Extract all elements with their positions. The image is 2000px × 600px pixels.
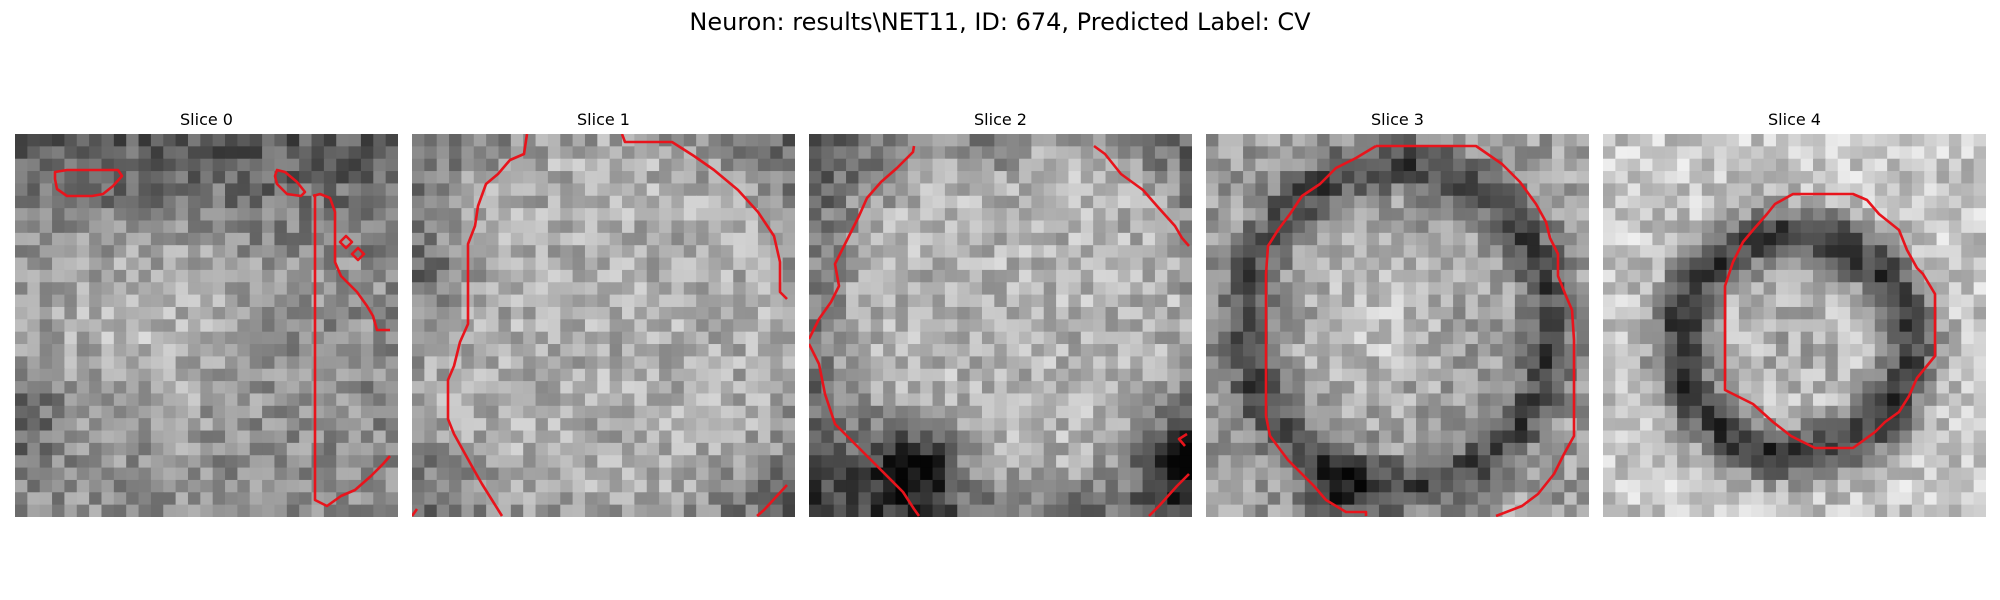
pixel-grid [1206, 134, 1589, 517]
slice-panel-3: Slice 3 [1206, 108, 1589, 517]
segmentation-contour [1177, 432, 1188, 447]
segmentation-contour [1723, 192, 1937, 450]
segmentation-contour [53, 168, 124, 198]
slice-image [1603, 134, 1986, 517]
segmentation-contour [1148, 473, 1190, 517]
segmentation-contour [273, 168, 307, 198]
slice-panel-0: Slice 0 [15, 108, 398, 517]
pixel-grid [412, 134, 795, 517]
segmentation-contour [809, 343, 921, 517]
slice-image [15, 134, 398, 517]
slice-title: Slice 4 [1768, 110, 1821, 129]
segmentation-contour [756, 484, 788, 517]
slice-title: Slice 2 [974, 110, 1027, 129]
slice-panel-2: Slice 2 [809, 108, 1192, 517]
pixel-grid [15, 134, 398, 517]
segmentation-contour [1264, 144, 1377, 516]
segmentation-contour [1376, 144, 1576, 517]
segmentation-contour [350, 246, 366, 262]
slice-image [1206, 134, 1589, 517]
pixel-grid [809, 134, 1192, 517]
segmentation-contour [338, 234, 354, 250]
figure-title: Neuron: results\NET11, ID: 674, Predicte… [689, 8, 1311, 36]
slice-panel-1: Slice 1 [412, 108, 795, 517]
slice-title: Slice 0 [180, 110, 233, 129]
segmentation-contour [312, 192, 390, 332]
slice-title: Slice 3 [1371, 110, 1424, 129]
segmentation-contour [620, 134, 788, 300]
slice-title: Slice 1 [577, 110, 630, 129]
slice-panel-4: Slice 4 [1603, 108, 1986, 517]
pixel-grid [1603, 134, 1986, 517]
segmentation-contour [1093, 144, 1190, 247]
segmentation-contour [412, 508, 419, 517]
segmentation-contour [446, 134, 529, 517]
segmentation-contour [313, 194, 391, 508]
slice-image [809, 134, 1192, 517]
segmentation-contour [809, 145, 916, 340]
slice-image [412, 134, 795, 517]
